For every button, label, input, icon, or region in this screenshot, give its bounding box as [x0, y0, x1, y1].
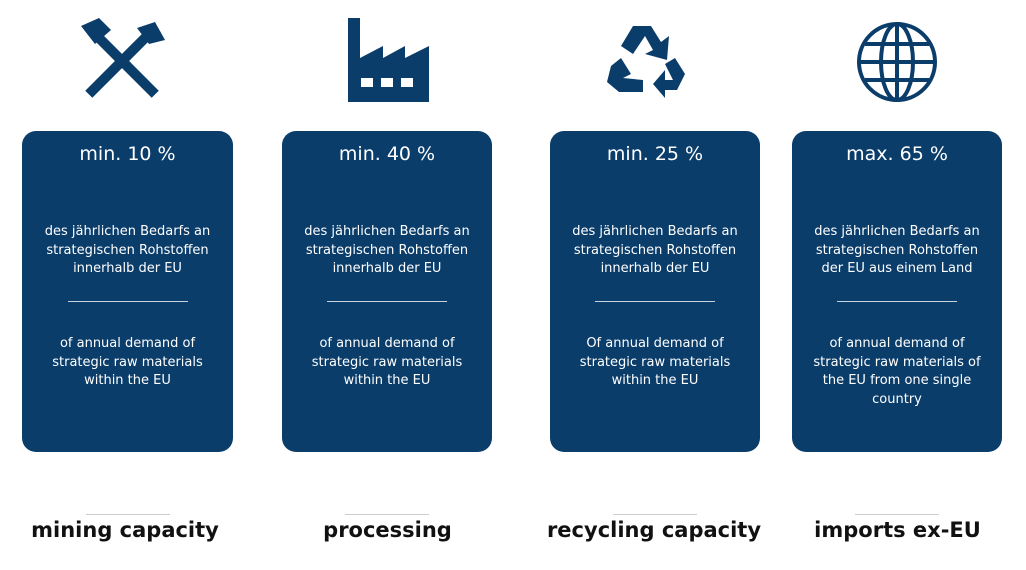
text-line: strategischen Rohstoffen — [815, 242, 979, 258]
info-card: min. 25 % des jährlichen Bedarfs an strate… — [550, 131, 760, 452]
globe-icon — [857, 22, 937, 102]
text-line: strategic raw materials — [311, 354, 463, 370]
category-label: processing — [323, 518, 452, 542]
category-label: imports ex-EU — [814, 518, 981, 542]
text-line: strategic raw materials — [52, 354, 203, 370]
text-line: innerhalb der EU — [332, 261, 442, 276]
recycle-icon — [607, 26, 685, 98]
info-card: min. 40 % des jährlichen Bedarfs an strate… — [282, 131, 492, 452]
text-line: country — [872, 391, 922, 407]
german-text: des jährlichen Bedarfs an strategischen R… — [550, 223, 760, 279]
german-text: des jährlichen Bedarfs an strategischen R… — [282, 223, 492, 279]
headline: min. 40 % — [338, 143, 436, 165]
headline: min. 10 % — [79, 143, 176, 165]
german-text: des jährlichen Bedarfs an strategischen R… — [792, 223, 1002, 279]
text-line: of annual demand of — [319, 336, 455, 351]
label-rule — [613, 514, 697, 515]
text-line: the EU from one single — [822, 373, 972, 388]
divider — [327, 301, 447, 302]
mining-icon — [81, 18, 165, 98]
divider — [67, 301, 188, 302]
english-text: Of annual demand of strategic raw materia… — [550, 335, 760, 391]
english-text: of annual demand of strategic raw materia… — [22, 335, 233, 391]
category-label: recycling capacity — [546, 518, 762, 542]
label-rule — [345, 514, 429, 515]
text-line: within the EU — [343, 373, 431, 388]
label-rule — [855, 514, 939, 515]
divider — [595, 301, 715, 302]
german-text: des jährlichen Bedarfs an strategischen R… — [22, 223, 233, 279]
text-line: strategic raw materials — [579, 354, 731, 370]
text-line: within the EU — [84, 373, 171, 388]
text-line: des jährlichen Bedarfs an — [304, 224, 470, 239]
factory-icon — [348, 18, 429, 102]
info-card: max. 65 % des jährlichen Bedarfs an strate… — [792, 131, 1002, 452]
category-label: mining capacity — [31, 518, 219, 542]
info-card: min. 10 % des jährlichen Bedarfs an strate… — [22, 131, 233, 452]
text-line: des jährlichen Bedarfs an — [44, 224, 211, 239]
headline: max. 65 % — [846, 143, 948, 165]
divider — [837, 301, 957, 302]
text-line: within the EU — [611, 373, 699, 388]
text-line: strategischen Rohstoffen — [573, 242, 737, 258]
headline: min. 25 % — [606, 143, 704, 165]
label-rule — [85, 514, 170, 515]
text-line: innerhalb der EU — [73, 261, 182, 276]
english-text: of annual demand of strategic raw materia… — [792, 335, 1002, 409]
text-line: strategischen Rohstoffen — [46, 242, 209, 258]
text-line: of annual demand of — [829, 336, 965, 351]
text-line: innerhalb der EU — [600, 261, 710, 276]
text-line: des jährlichen Bedarfs an — [572, 224, 738, 239]
text-line: des jährlichen Bedarfs an — [814, 224, 980, 239]
english-text: of annual demand of strategic raw materia… — [282, 335, 492, 391]
text-line: strategic raw materials of — [813, 354, 981, 370]
text-line: strategischen Rohstoffen — [305, 242, 469, 258]
text-line: Of annual demand of — [586, 336, 724, 351]
text-line: der EU aus einem Land — [821, 261, 973, 276]
text-line: of annual demand of — [59, 336, 196, 351]
